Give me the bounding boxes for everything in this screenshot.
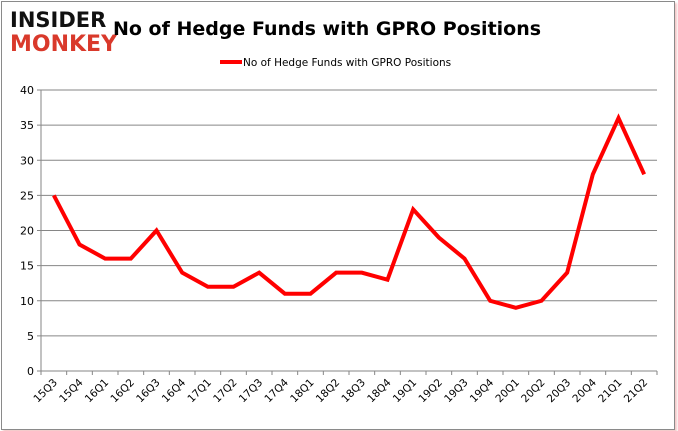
x-tick-label: 17Q2 [211,377,240,406]
chart-title: No of Hedge Funds with GPRO Positions [113,18,541,40]
x-tick-label: 20Q3 [545,377,574,406]
y-tick-label: 0 [27,365,34,378]
x-tick-label: 18Q3 [339,377,368,406]
legend-label: No of Hedge Funds with GPRO Positions [243,57,451,69]
x-tick-label: 19Q4 [468,376,497,405]
x-tick-label: 18Q2 [314,377,343,406]
x-tick-label: 21Q2 [622,377,651,406]
y-tick-label: 15 [20,260,34,273]
x-tick-label: 19Q2 [416,377,445,406]
x-tick-label: 17Q4 [262,376,291,405]
y-tick-label: 35 [20,119,34,132]
x-tick-label: 17Q3 [237,377,266,406]
x-tick-label: 20Q4 [570,376,599,405]
x-tick-label: 16Q3 [134,377,163,406]
series-line [52,113,646,310]
legend: No of Hedge Funds with GPRO Positions [220,57,451,69]
x-tick-label: 20Q2 [519,377,548,406]
x-tick-label: 16Q2 [108,377,137,406]
logo-line1: INSIDER [10,8,106,32]
x-tick-label: 16Q1 [83,377,112,406]
y-tick-label: 5 [27,330,34,343]
y-tick-label: 10 [20,295,34,308]
x-tick-label: 18Q4 [365,376,394,405]
logo-line2: MONKEY [10,32,118,57]
logo: INSIDER MONKEY [10,8,118,57]
x-tick-label: 16Q4 [160,376,189,405]
x-tick-label: 19Q3 [442,377,471,406]
y-tick-label: 40 [20,84,34,97]
y-tick-label: 25 [20,189,34,202]
x-tick-label: 15Q3 [31,377,60,406]
y-tick-label: 30 [20,154,34,167]
y-tick-label: 20 [20,225,34,238]
x-tick-label: 20Q1 [493,377,522,406]
x-tick-label: 15Q4 [57,376,86,405]
x-tick-label: 17Q1 [185,377,214,406]
x-tick-label: 21Q1 [596,377,625,406]
x-tick-label: 18Q1 [288,377,317,406]
x-tick-label: 19Q1 [391,377,420,406]
